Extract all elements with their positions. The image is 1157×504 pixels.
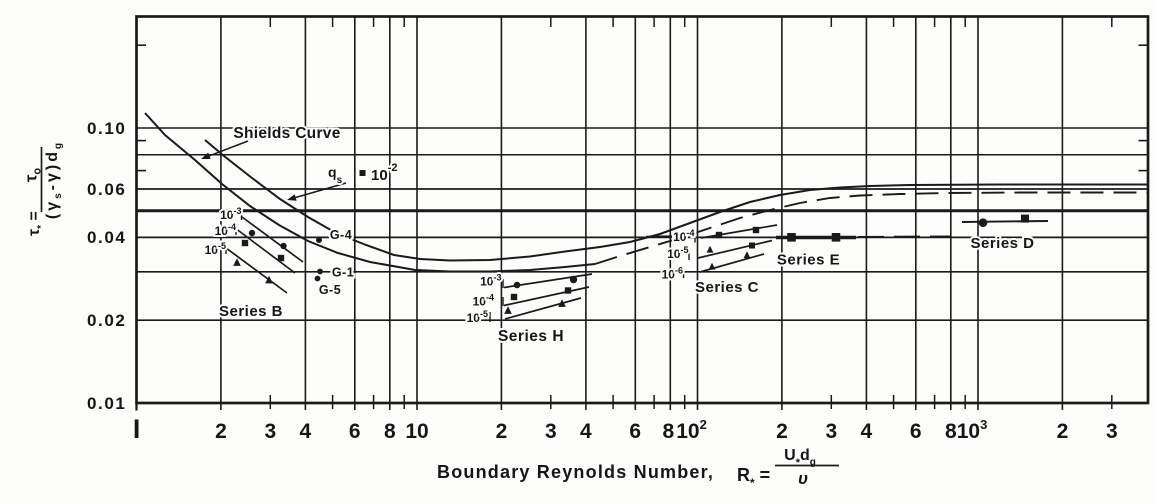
- svg-text:8: 8: [945, 420, 957, 443]
- svg-text:10-5: 10-5: [667, 245, 688, 261]
- svg-text:2: 2: [496, 420, 508, 443]
- svg-text:Shields Curve: Shields Curve: [233, 125, 340, 142]
- svg-text:R* =: R* =: [737, 465, 770, 490]
- svg-text:Series B: Series B: [219, 303, 283, 320]
- svg-text:3: 3: [825, 420, 837, 443]
- svg-text:2: 2: [215, 420, 227, 443]
- svg-text:10-4: 10-4: [215, 222, 236, 238]
- svg-text:2: 2: [776, 420, 788, 443]
- svg-text:8: 8: [384, 420, 396, 443]
- svg-text:10-3: 10-3: [480, 273, 501, 289]
- svg-text:G-5: G-5: [319, 283, 341, 297]
- svg-text:G-1: G-1: [332, 266, 354, 280]
- svg-text:(γs-γ)dg: (γs-γ)dg: [44, 140, 64, 219]
- svg-text:0.01: 0.01: [87, 394, 127, 413]
- svg-text:6: 6: [910, 420, 922, 443]
- svg-text:υ: υ: [798, 469, 808, 488]
- svg-text:3: 3: [545, 420, 557, 443]
- svg-text:Series H: Series H: [498, 328, 564, 345]
- svg-text:4: 4: [300, 420, 312, 443]
- svg-text:2: 2: [1057, 420, 1069, 443]
- svg-text:4: 4: [580, 420, 592, 443]
- svg-text:10-4: 10-4: [673, 228, 694, 244]
- svg-text:6: 6: [629, 420, 641, 443]
- svg-text:0.04: 0.04: [87, 228, 127, 247]
- svg-text:0.10: 0.10: [87, 119, 127, 138]
- svg-text:6: 6: [349, 420, 361, 443]
- svg-text:8: 8: [662, 420, 674, 443]
- svg-text:qs: qs: [328, 164, 343, 186]
- svg-text:G-4: G-4: [330, 228, 352, 242]
- svg-text:τo: τo: [22, 168, 44, 183]
- svg-text:10-2: 10-2: [371, 162, 397, 184]
- svg-text:3: 3: [1106, 420, 1118, 443]
- svg-text:10-5: 10-5: [205, 241, 226, 257]
- svg-text:10-6: 10-6: [662, 266, 683, 282]
- svg-text:103: 103: [957, 417, 988, 443]
- svg-text:Series D: Series D: [970, 235, 1034, 252]
- svg-text:10-3: 10-3: [220, 206, 241, 222]
- svg-text:Series E: Series E: [777, 252, 840, 269]
- svg-text:τ* =: τ* =: [26, 211, 47, 236]
- svg-text:0.02: 0.02: [87, 311, 127, 330]
- svg-text:Boundary Reynolds Number,: Boundary Reynolds Number,: [437, 462, 714, 482]
- svg-text:10-4: 10-4: [473, 293, 494, 309]
- svg-text:4: 4: [861, 420, 873, 443]
- svg-text:U*dg: U*dg: [784, 447, 816, 469]
- svg-text:3: 3: [264, 420, 276, 443]
- svg-text:10-5: 10-5: [467, 309, 488, 325]
- svg-text:Series C: Series C: [695, 279, 759, 296]
- svg-text:102: 102: [676, 417, 707, 443]
- svg-text:0.06: 0.06: [87, 180, 127, 199]
- svg-text:10: 10: [405, 420, 428, 443]
